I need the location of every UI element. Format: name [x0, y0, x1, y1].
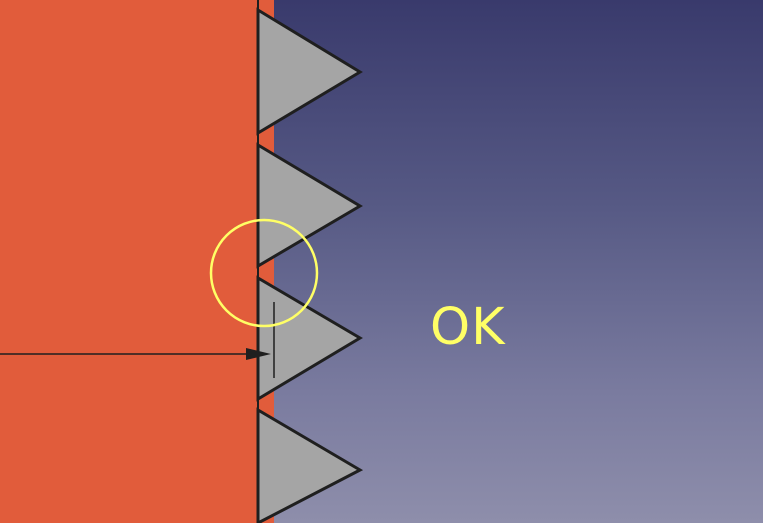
arrow-right-icon [246, 348, 271, 360]
gray-tooth-4[interactable] [256, 407, 364, 523]
gray-tooth-1[interactable] [256, 7, 363, 136]
orange-body-face[interactable] [0, 0, 274, 523]
gray-tooth-2[interactable] [256, 142, 363, 269]
status-label: OK [430, 298, 506, 357]
highlight-circle-icon [209, 218, 319, 328]
